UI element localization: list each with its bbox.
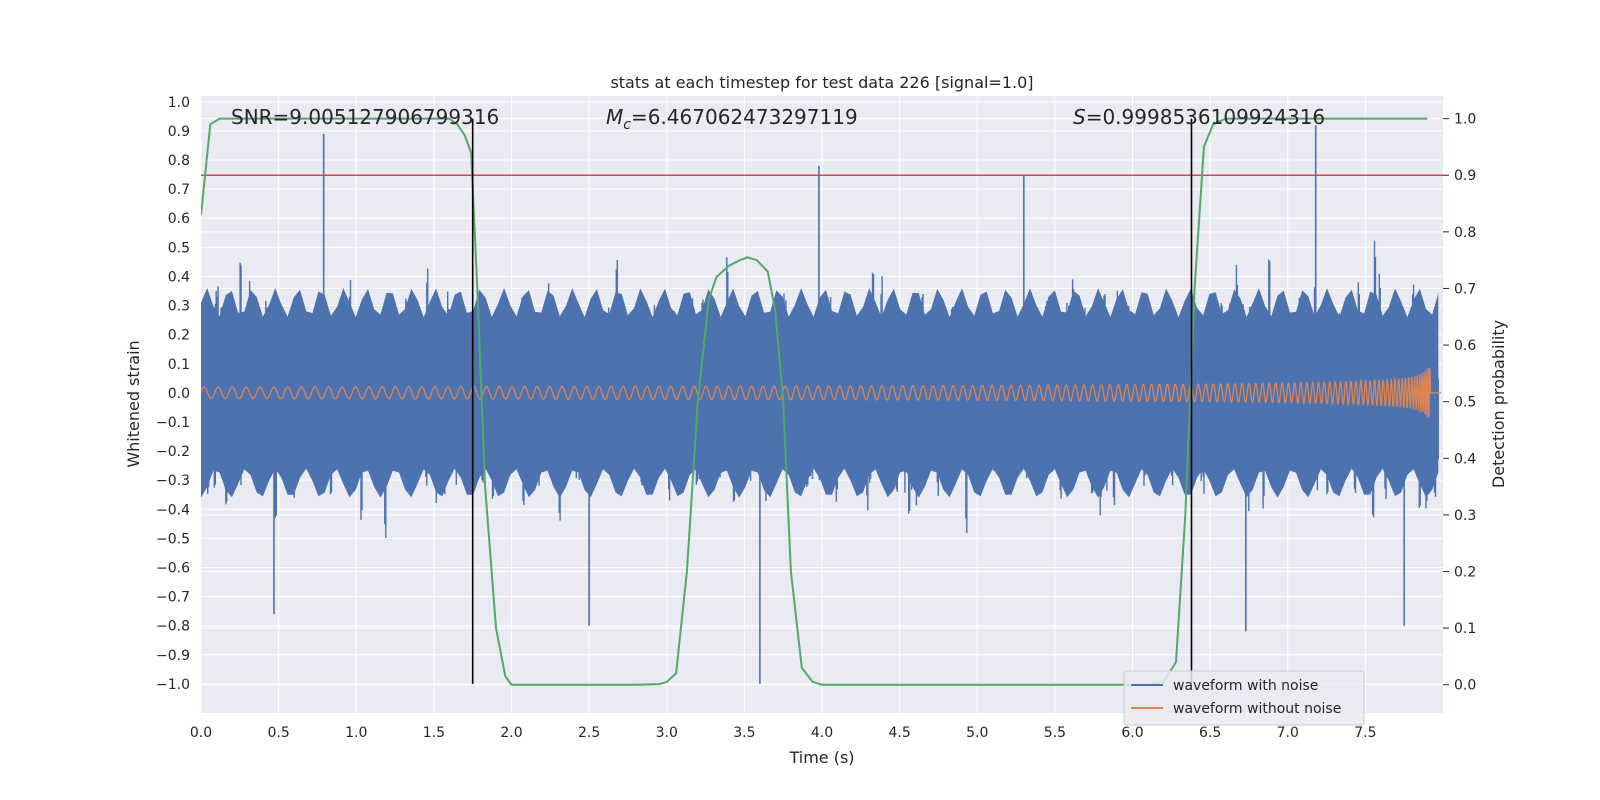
y-left-tick-label: −0.8 (156, 619, 190, 635)
y-left-tick-label: −0.2 (156, 444, 190, 460)
x-tick-label: 1.0 (345, 725, 367, 741)
y-left-tick-label: 0.0 (168, 386, 190, 402)
overlay-layer (471, 118, 1193, 684)
y-left-tick-label: −0.7 (156, 590, 190, 606)
y-left-tick-label: 0.7 (168, 182, 190, 198)
y-right-tick-label: 0.5 (1454, 395, 1476, 411)
x-tick-label: 5.5 (1044, 725, 1066, 741)
x-axis-ticks: 0.0 0.5 1.0 1.5 2.0 2.5 3.0 3.5 4.0 4.5 5.0 5.5 6.0 6… (190, 725, 1377, 741)
y-left-tick-label: −0.1 (156, 415, 190, 431)
y-left-tick-label: −0.9 (156, 648, 190, 664)
y-right-tick-label: 0.7 (1454, 281, 1476, 297)
y-left-tick-label: 0.5 (168, 240, 190, 256)
y-left-tick-label: −0.4 (156, 502, 190, 518)
chirp-mass-subscript: c (623, 117, 631, 133)
y-right-axis-ticks: 1.0 0.9 0.8 0.7 0.6 0.5 0.4 0.3 0.2 0.1 0.0 (1443, 112, 1476, 694)
series-layer (201, 117, 1443, 686)
y-right-axis-label: Detection probability (1489, 320, 1508, 488)
x-tick-label: 2.0 (500, 725, 522, 741)
x-tick-label: 3.5 (733, 725, 755, 741)
y-right-tick-label: 0.8 (1454, 225, 1476, 241)
y-right-tick-label: 0.3 (1454, 508, 1476, 524)
x-tick-label: 3.0 (656, 725, 678, 741)
s-symbol: S (1073, 105, 1086, 129)
y-left-tick-label: 0.9 (168, 124, 190, 140)
s-value: =0.9998536109924316 (1086, 105, 1325, 129)
y-left-tick-label: 0.6 (168, 211, 190, 227)
y-left-tick-label: −0.6 (156, 560, 190, 576)
x-tick-label: 0.0 (190, 725, 212, 741)
snr-annotation: SNR=9.005127906799316 (231, 105, 499, 129)
chart-title: stats at each timestep for test data 226… (610, 73, 1033, 92)
s-annotation: S=0.9998536109924316 (1073, 105, 1325, 129)
x-tick-label: 6.0 (1121, 725, 1143, 741)
x-tick-label: 7.5 (1354, 725, 1376, 741)
y-right-tick-label: 0.6 (1454, 338, 1476, 354)
y-right-tick-label: 0.4 (1454, 451, 1476, 467)
x-tick-label: 6.5 (1199, 725, 1221, 741)
y-left-tick-label: 0.2 (168, 328, 190, 344)
x-tick-label: 1.5 (423, 725, 445, 741)
y-left-axis-label: Whitened strain (124, 340, 143, 467)
x-tick-label: 5.0 (966, 725, 988, 741)
y-left-tick-label: 0.4 (168, 269, 190, 285)
legend-label-noise: waveform with noise (1173, 678, 1318, 694)
y-right-tick-label: 0.0 (1454, 678, 1476, 694)
y-right-tick-label: 1.0 (1454, 112, 1476, 128)
y-left-tick-label: −1.0 (156, 677, 190, 693)
chirp-mass-value: =6.467062473297119 (631, 105, 858, 129)
x-tick-label: 4.5 (888, 725, 910, 741)
chirp-mass-symbol: M (606, 105, 623, 129)
waveform-without-noise-line (201, 368, 1442, 418)
legend-box (1123, 670, 1365, 726)
x-tick-label: 2.5 (578, 725, 600, 741)
y-left-tick-label: −0.3 (156, 473, 190, 489)
y-left-tick-label: 0.8 (168, 153, 190, 169)
y-right-tick-label: 0.9 (1454, 168, 1476, 184)
chirp-mass-annotation: Mc=6.467062473297119 (606, 105, 858, 133)
y-left-tick-label: −0.5 (156, 531, 190, 547)
x-axis-label: Time (s) (788, 748, 854, 767)
legend: waveform with noise waveform without noi… (1123, 670, 1365, 726)
x-tick-label: 7.0 (1277, 725, 1299, 741)
y-right-tick-label: 0.1 (1454, 621, 1476, 637)
y-left-tick-label: 0.3 (168, 299, 190, 315)
legend-label-clean: waveform without noise (1173, 701, 1341, 717)
detection-probability-line (201, 117, 1428, 686)
x-tick-label: 0.5 (267, 725, 289, 741)
y-left-tick-label: 0.1 (168, 357, 190, 373)
y-left-axis-ticks: 1.0 0.9 0.8 0.7 0.6 0.5 0.4 0.3 0.2 0.1 0.0 −0.1 −0.… (156, 95, 190, 693)
y-right-tick-label: 0.2 (1454, 564, 1476, 580)
x-tick-label: 4.0 (811, 725, 833, 741)
y-left-tick-label: 1.0 (168, 95, 190, 111)
